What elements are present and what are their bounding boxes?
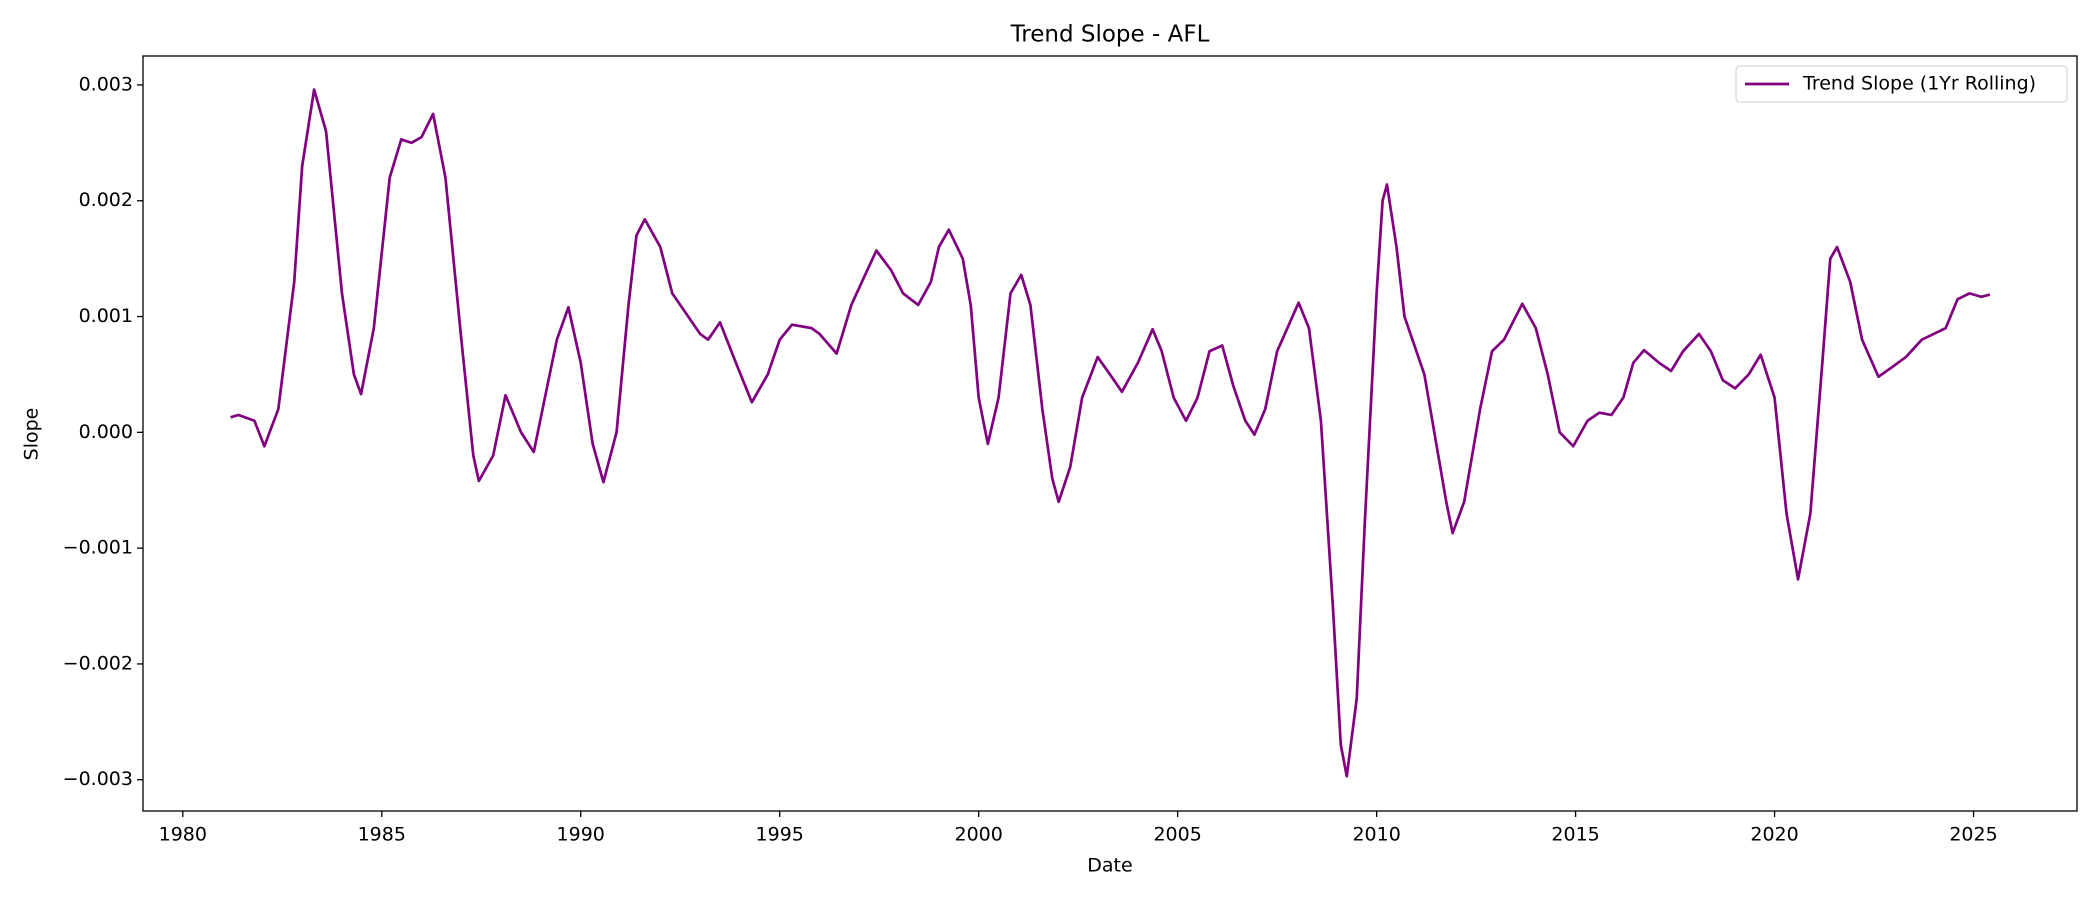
x-tick-label: 2015 bbox=[1551, 824, 1599, 846]
y-tick-label: 0.002 bbox=[79, 189, 133, 211]
plot-frame bbox=[142, 55, 2078, 812]
legend-box bbox=[1735, 65, 2068, 103]
x-tick-label: 2010 bbox=[1352, 824, 1400, 846]
y-tick-label: 0.000 bbox=[79, 421, 133, 443]
y-tick-label: −0.002 bbox=[63, 652, 133, 674]
y-tick-label: 0.003 bbox=[79, 73, 133, 95]
series-line bbox=[230, 88, 1991, 778]
chart-title: Trend Slope - AFL bbox=[1010, 22, 1210, 48]
x-tick-label: 2020 bbox=[1750, 824, 1798, 846]
y-tick-label: −0.001 bbox=[63, 537, 133, 559]
y-tick-label: 0.001 bbox=[79, 305, 133, 327]
y-tick-label: −0.003 bbox=[63, 768, 133, 790]
x-tick-label: 2025 bbox=[1949, 824, 1997, 846]
legend-label: Trend Slope (1Yr Rolling) bbox=[1802, 73, 2036, 95]
y-axis-label: Slope bbox=[21, 408, 43, 461]
x-tick-label: 1995 bbox=[756, 824, 804, 846]
x-tick-label: 2000 bbox=[954, 824, 1002, 846]
x-tick-label: 2005 bbox=[1153, 824, 1201, 846]
x-tick-label: 1990 bbox=[557, 824, 605, 846]
x-axis-label: Date bbox=[1087, 855, 1132, 877]
x-tick-label: 1980 bbox=[159, 824, 207, 846]
x-tick-label: 1985 bbox=[358, 824, 406, 846]
